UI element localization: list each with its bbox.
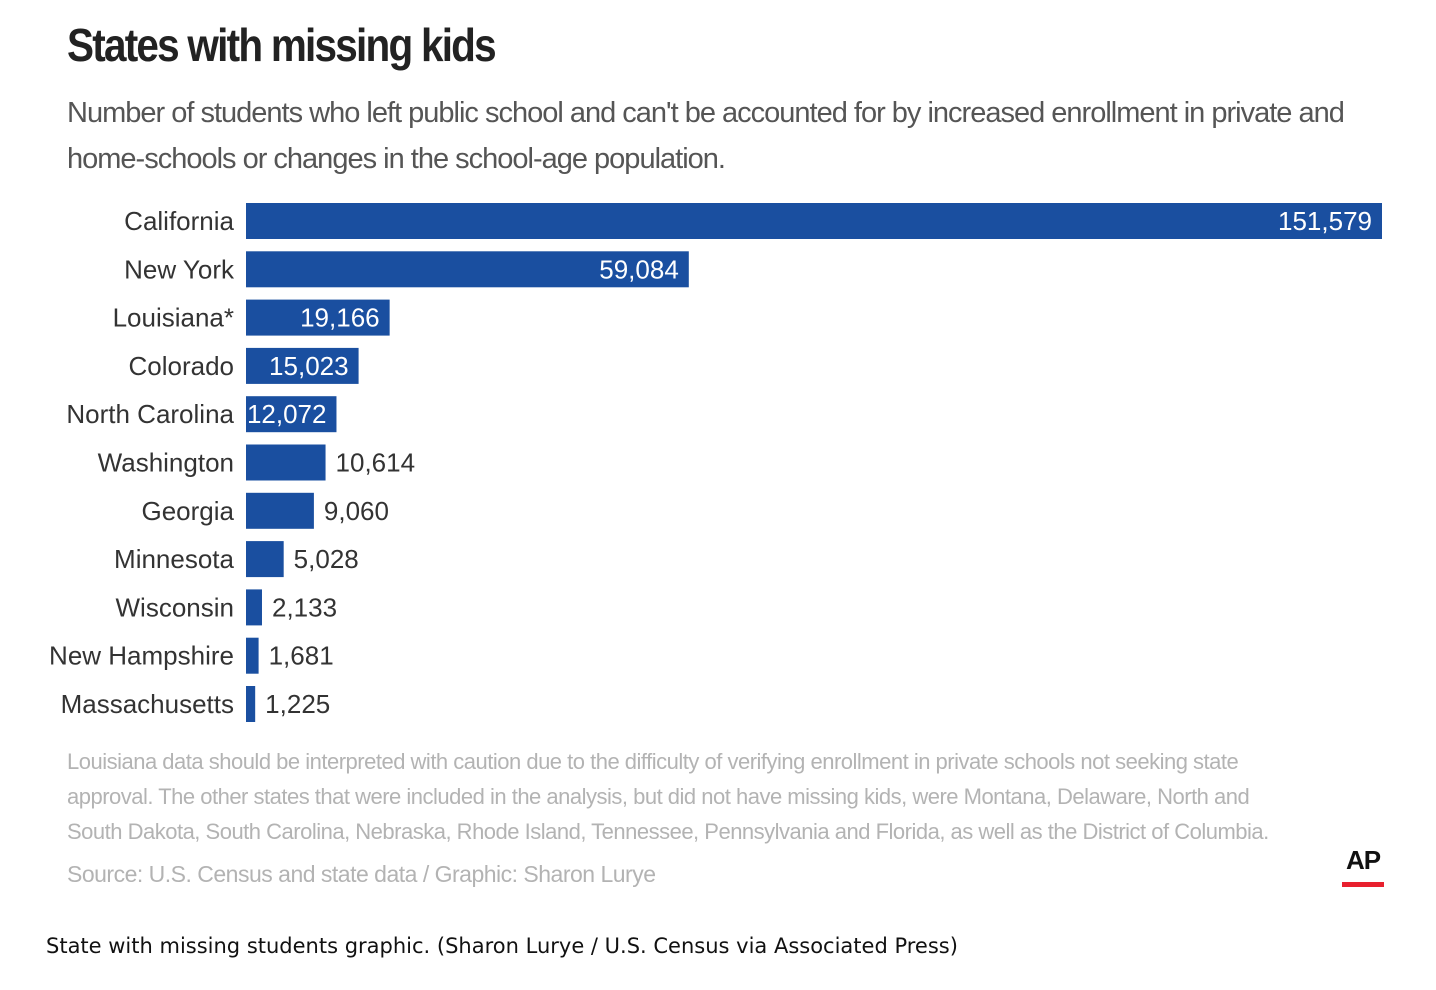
bar-value-label: 12,072 <box>247 399 327 429</box>
bar-value-label: 10,614 <box>336 448 416 478</box>
bar-value-label: 151,579 <box>1278 206 1372 236</box>
bar-value-label: 5,028 <box>294 544 359 574</box>
bar <box>246 299 390 336</box>
bar <box>246 347 359 384</box>
bar-label: Colorado <box>128 351 234 381</box>
bar-value-label: 1,681 <box>269 641 334 671</box>
bar <box>246 492 314 529</box>
bar <box>246 203 1382 239</box>
bar-value-label: 1,225 <box>265 689 330 719</box>
image-caption: State with missing students graphic. (Sh… <box>46 934 958 958</box>
chart-source: Source: U.S. Census and state data / Gra… <box>67 861 656 887</box>
ap-logo-underline <box>1342 882 1384 887</box>
chart-note: Louisiana data should be interpreted wit… <box>67 749 1269 844</box>
bar <box>246 251 689 288</box>
bar-label: Minnesota <box>114 544 234 574</box>
ap-logo-text: AP <box>1345 845 1381 875</box>
bar <box>246 444 326 481</box>
bar-label: North Carolina <box>66 399 234 429</box>
bar-value-label: 9,060 <box>324 496 389 526</box>
bar <box>246 396 337 433</box>
bar-label: New York <box>124 254 235 284</box>
bar-label: Louisiana* <box>113 303 234 333</box>
bar-label: New Hampshire <box>49 641 234 671</box>
bar-label: California <box>124 206 234 236</box>
bar-label: Washington <box>98 448 234 478</box>
bar-value-label: 15,023 <box>269 351 349 381</box>
bar-value-label: 19,166 <box>300 303 380 333</box>
bar-label: Georgia <box>142 496 235 526</box>
chart-title: States with missing kids <box>67 19 497 71</box>
bar <box>246 589 262 626</box>
bar-label: Wisconsin <box>116 592 234 622</box>
bar-label: Massachusetts <box>61 689 234 719</box>
ap-logo: AP <box>1342 846 1384 887</box>
bar-chart: California 151,579 New York 59,084 Louisiana… <box>49 203 1382 722</box>
bar <box>246 686 256 722</box>
bar <box>246 637 259 674</box>
bar-value-label: 59,084 <box>599 254 679 284</box>
bar <box>246 541 284 578</box>
bar-value-label: 2,133 <box>272 592 337 622</box>
chart-subtitle: Number of students who left public schoo… <box>67 97 1345 175</box>
